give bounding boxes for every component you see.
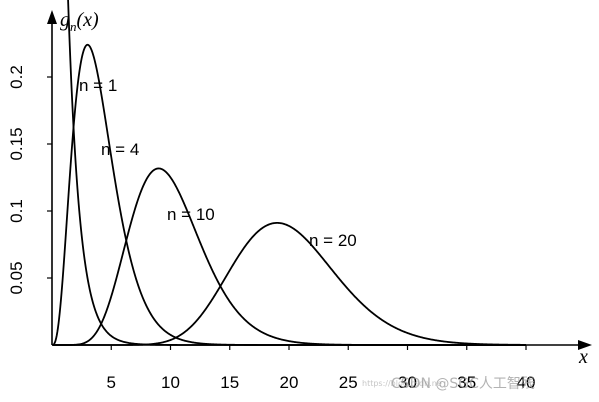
series-line-n20 <box>52 221 527 346</box>
series-line-n4 <box>52 43 527 346</box>
y-tick-label: 0.15 <box>7 127 26 160</box>
watermark-url: https://blog.csdn.ne <box>362 379 442 388</box>
x-axis-arrow <box>578 340 592 350</box>
series-label-n1: n = 1 <box>79 76 117 95</box>
y-tick-label: 0.2 <box>7 65 26 89</box>
y-axis-label: gn(x) <box>60 9 99 34</box>
series-label-n4: n = 4 <box>101 140 139 159</box>
x-tick-label: 35 <box>457 373 476 392</box>
y-tick-label: 0.05 <box>7 261 26 294</box>
x-tick-label: 20 <box>280 373 299 392</box>
curves <box>52 0 527 346</box>
x-tick-label: 40 <box>517 373 536 392</box>
x-tick-label: 30 <box>398 373 417 392</box>
watermark-text: CSDN @SGC人工智残 <box>391 376 535 392</box>
x-tick-label: 25 <box>339 373 358 392</box>
x-tick-label: 15 <box>220 373 239 392</box>
ticks: 5 10 15 20 25 30 35 40 0.05 0.1 0.15 0.2 <box>7 65 535 392</box>
axes <box>47 10 592 350</box>
series-line-n1 <box>67 0 527 346</box>
y-axis-arrow <box>47 10 57 24</box>
y-tick-label: 0.1 <box>7 199 26 223</box>
x-tick-label: 5 <box>107 373 116 392</box>
x-axis-label: x <box>578 346 588 368</box>
series-label-n20: n = 20 <box>309 231 357 250</box>
series-label-n10: n = 10 <box>167 205 215 224</box>
x-tick-label: 10 <box>161 373 180 392</box>
series-line-n10 <box>52 167 527 346</box>
